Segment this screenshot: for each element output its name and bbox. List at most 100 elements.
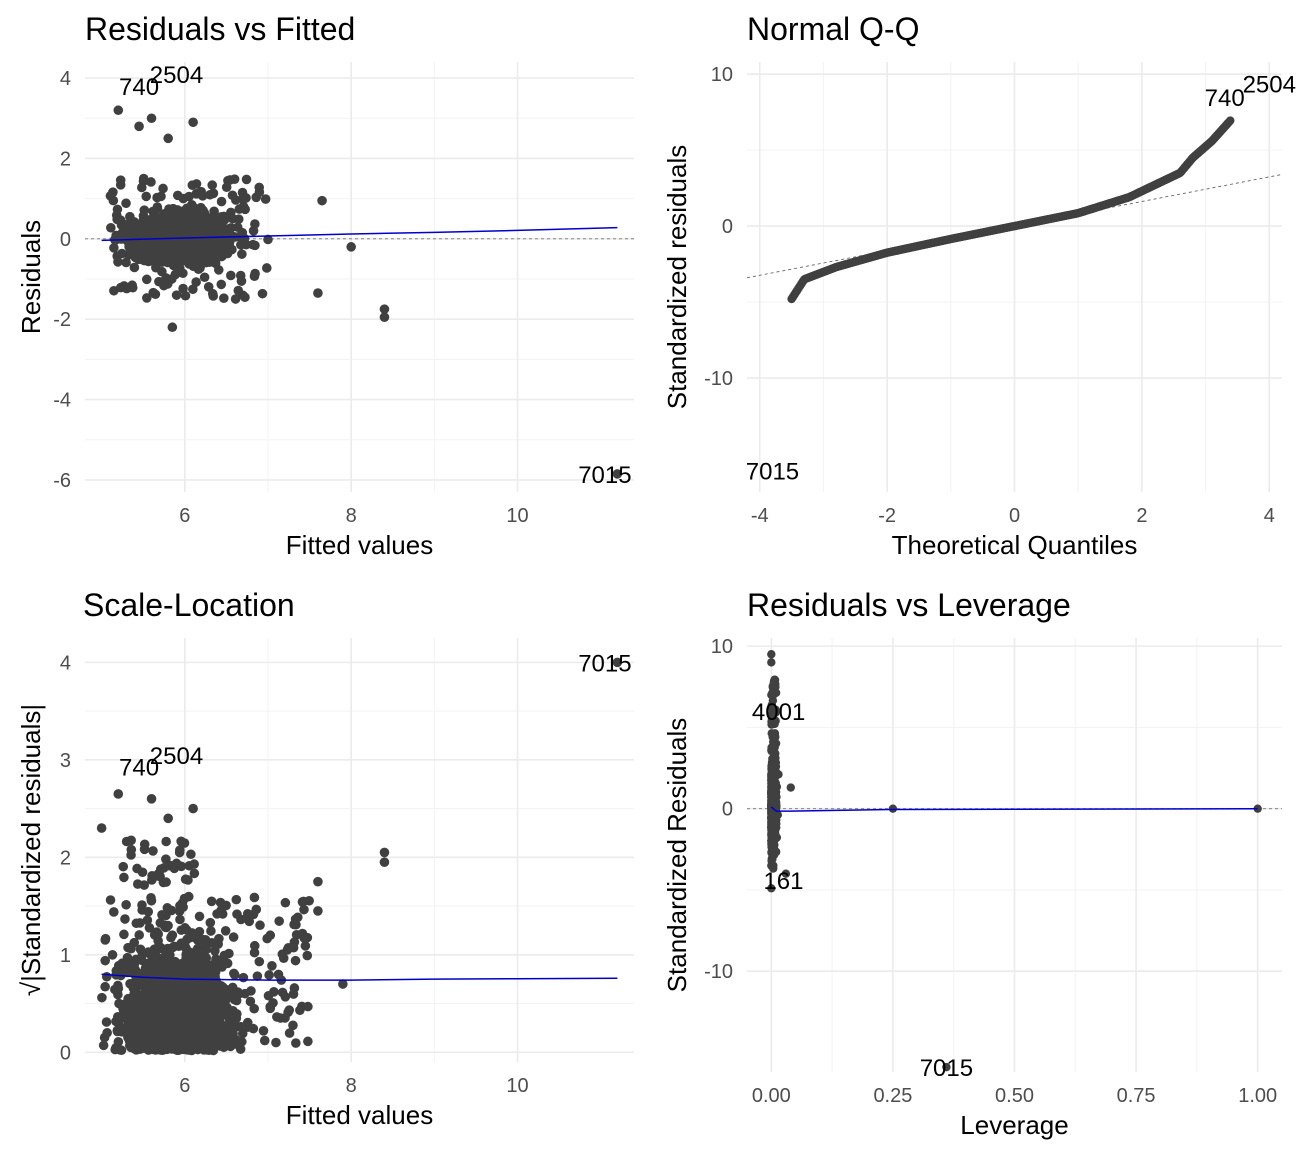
data-point (234, 988, 245, 999)
data-point (140, 987, 151, 998)
x-axis-title: Theoretical Quantiles (892, 530, 1138, 560)
data-point (121, 198, 131, 209)
data-point (195, 1028, 205, 1039)
x-tick-label: 1.00 (1238, 1085, 1277, 1107)
data-point (219, 240, 230, 250)
data-point (112, 983, 122, 994)
y-tick-label: 0 (722, 799, 733, 821)
data-point (208, 291, 219, 301)
data-point (274, 916, 284, 926)
data-point (131, 1026, 142, 1036)
data-point (119, 872, 129, 883)
data-point (214, 933, 224, 944)
data-point (163, 813, 173, 824)
data-point (109, 907, 119, 917)
data-point (226, 207, 236, 218)
data-point (257, 288, 268, 299)
data-point (209, 254, 220, 265)
data-point (291, 1038, 301, 1048)
data-point (167, 982, 178, 992)
data-point (128, 983, 139, 994)
data-point (261, 263, 272, 273)
data-point (129, 937, 140, 948)
data-point (229, 174, 240, 184)
data-point (134, 121, 144, 132)
data-point (209, 995, 220, 1005)
data-point (317, 195, 327, 206)
data-point (121, 836, 132, 847)
data-point (182, 934, 192, 945)
data-point (213, 1007, 223, 1018)
data-point (379, 312, 390, 322)
data-point (226, 270, 236, 281)
data-point (260, 194, 271, 204)
data-point (165, 860, 175, 871)
data-point (267, 961, 277, 971)
y-tick-label: 0 (60, 1042, 71, 1064)
data-point (216, 279, 227, 290)
data-point (105, 191, 116, 201)
data-point (160, 216, 170, 227)
data-point (148, 256, 159, 267)
data-point (199, 228, 210, 239)
data-point (114, 1021, 125, 1032)
chart-title: Residuals vs Fitted (85, 11, 355, 47)
data-point (186, 965, 197, 976)
data-point (122, 1029, 133, 1039)
data-point (199, 272, 210, 283)
data-point (215, 897, 226, 908)
data-point (146, 177, 156, 187)
data-point (153, 241, 164, 251)
data-point (231, 195, 241, 205)
data-point (164, 1043, 174, 1054)
data-point (176, 975, 186, 985)
data-point (121, 257, 131, 268)
data-point (193, 243, 203, 254)
data-point (208, 1045, 219, 1056)
data-point (290, 914, 301, 924)
data-point (205, 985, 215, 996)
data-point (219, 211, 229, 222)
data-point (167, 322, 178, 333)
data-point (128, 1004, 139, 1014)
data-point (172, 205, 183, 215)
data-point (222, 248, 233, 259)
chart-title: Normal Q-Q (747, 11, 919, 47)
data-point (193, 984, 204, 995)
data-point (280, 992, 291, 1002)
y-tick-label: -10 (704, 368, 733, 390)
data-point (207, 180, 218, 190)
data-point (141, 191, 152, 202)
data-point (144, 923, 155, 933)
data-point (146, 794, 157, 804)
data-point (178, 283, 188, 294)
data-point (213, 265, 224, 275)
data-point (262, 933, 272, 944)
data-point (187, 236, 198, 246)
data-point (218, 226, 228, 237)
data-point (101, 1017, 112, 1027)
observation-label: 7015 (746, 459, 799, 486)
data-point (249, 892, 260, 903)
data-point (148, 846, 158, 856)
y-tick-label: 2 (60, 148, 71, 170)
data-point (183, 891, 194, 902)
data-point (302, 932, 313, 943)
y-tick-label: 10 (711, 636, 733, 658)
data-point (137, 900, 147, 910)
data-point (155, 942, 166, 953)
x-tick-label: 6 (179, 505, 190, 527)
data-point (179, 1029, 190, 1040)
data-point (99, 1032, 110, 1043)
x-axis-title: Fitted values (286, 1100, 433, 1130)
data-point (237, 187, 248, 198)
data-point (186, 849, 196, 860)
data-point (101, 971, 112, 982)
x-tick-label: 0.00 (752, 1085, 791, 1107)
data-point (269, 987, 279, 997)
data-point (288, 1020, 298, 1031)
data-point (379, 847, 390, 858)
data-point (217, 909, 228, 919)
data-point (214, 956, 225, 967)
data-point (194, 911, 205, 922)
